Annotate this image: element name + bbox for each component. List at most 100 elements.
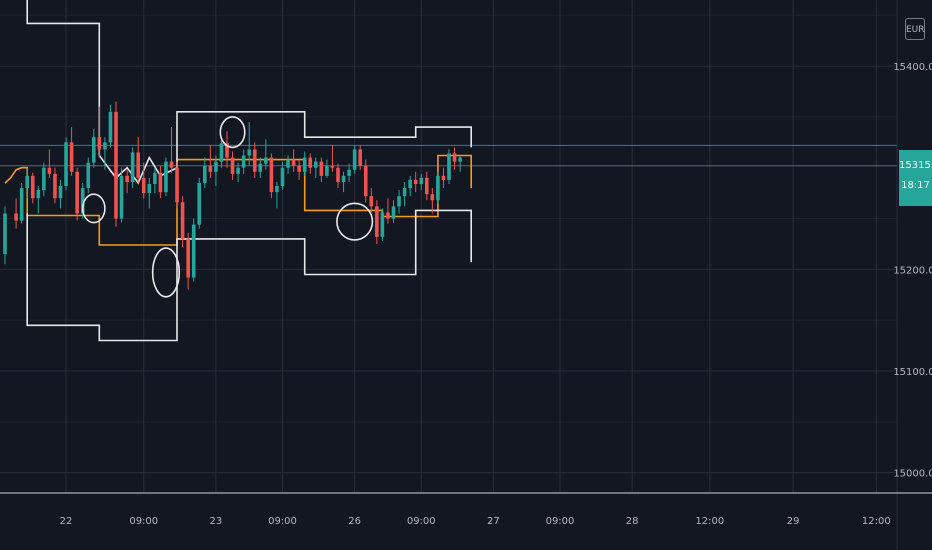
candle-body: [130, 152, 135, 182]
candle-body: [314, 161, 318, 168]
time-tick-label: 29: [787, 516, 800, 527]
candle-body: [58, 186, 63, 199]
candle-body: [103, 142, 107, 150]
candle-body: [169, 161, 174, 168]
candle-body: [219, 143, 224, 162]
candle-body: [47, 167, 52, 174]
candle-body: [319, 161, 324, 176]
time-tick-label: 09:00: [546, 516, 575, 527]
time-tick-label: 09:00: [268, 516, 297, 527]
candle-body: [308, 157, 313, 168]
candle-body: [136, 152, 140, 178]
candle-body: [97, 137, 102, 150]
candle-body: [247, 149, 251, 156]
candle-body: [36, 190, 41, 199]
candle-body: [92, 137, 96, 163]
candle-body: [430, 194, 435, 201]
candle-body: [275, 186, 279, 193]
time-tick-label: 12:00: [695, 516, 724, 527]
candle-body: [269, 157, 274, 193]
candle-body: [447, 153, 451, 180]
candle-body: [25, 175, 29, 189]
candle-body: [419, 177, 424, 184]
candle-body: [358, 149, 362, 166]
candle-body: [408, 179, 412, 189]
candle-body: [441, 175, 446, 180]
price-tick-label: 15400.0: [893, 62, 932, 73]
candle-body: [230, 157, 235, 174]
candle-body: [80, 188, 85, 214]
candle-body: [241, 155, 246, 168]
candles: [3, 101, 462, 290]
time-tick-label: 28: [626, 516, 639, 527]
candle-body: [302, 157, 307, 172]
candle-body: [114, 111, 118, 219]
time-tick-label: 22: [60, 516, 73, 527]
time-tick-label: 12:00: [862, 516, 891, 527]
candle-body: [225, 143, 229, 158]
last-price-badge: 15315.5 18:17: [899, 150, 932, 206]
time-tick-label: 09:00: [129, 516, 158, 527]
candle-body: [64, 142, 68, 187]
candle-body: [164, 161, 168, 193]
bar-countdown: 18:17: [901, 180, 930, 191]
candle-body: [175, 167, 179, 203]
candle-body: [258, 163, 263, 172]
time-tick-label: 27: [487, 516, 500, 527]
annotation-ellipse: [219, 116, 246, 149]
candle-body: [352, 149, 357, 170]
annotation-ellipse: [81, 193, 106, 224]
candle-body: [214, 161, 218, 172]
candle-body: [375, 206, 379, 237]
candle-body: [280, 167, 285, 187]
indicator-line: [26, 209, 472, 342]
currency-label[interactable]: EUR: [905, 18, 925, 40]
candle-body: [369, 196, 374, 207]
candle-body: [452, 153, 457, 162]
candle-body: [413, 179, 418, 184]
time-tick-label: 26: [348, 516, 361, 527]
candle-body: [53, 173, 57, 199]
annotation-ellipse: [336, 202, 374, 241]
price-tick-label: 15100.0: [893, 367, 932, 378]
price-tick-label: 15000.0: [893, 469, 932, 480]
candle-body: [402, 188, 407, 197]
candle-body: [208, 165, 213, 172]
candle-body: [341, 175, 346, 182]
candle-body: [147, 183, 152, 194]
candle-body: [380, 212, 385, 237]
candle-body: [69, 142, 74, 172]
candle-body: [197, 182, 202, 225]
candle-body: [264, 157, 268, 164]
last-price-value: 15315.5: [899, 160, 932, 171]
candle-body: [363, 165, 368, 197]
candle-body: [297, 165, 301, 172]
candle-body: [336, 167, 340, 182]
price-tick-label: 15200.0: [893, 265, 932, 276]
candle-body: [125, 175, 129, 182]
candle-body: [397, 196, 401, 207]
annotation-circles: [81, 116, 374, 298]
time-axis[interactable]: 22 09:00 23 09:00 26 09:00 27 09:00 28 12:00 29 12:…: [60, 516, 891, 527]
candle-body: [291, 159, 296, 166]
candle-body: [330, 165, 335, 168]
time-tick-label: 09:00: [407, 516, 436, 527]
candle-body: [252, 149, 257, 172]
candle-body: [347, 169, 351, 176]
candle-body: [19, 188, 24, 221]
candle-body: [141, 177, 146, 194]
candle-body: [425, 177, 429, 195]
candle-body: [75, 171, 79, 214]
price-axis[interactable]: 15400.0 15200.0 15100.0 15000.0: [893, 62, 932, 480]
candle-body: [153, 172, 157, 184]
candle-body: [236, 167, 240, 174]
candle-body: [391, 206, 396, 219]
candle-body: [3, 213, 7, 255]
candle-body: [108, 111, 113, 143]
candle-body: [180, 202, 185, 239]
candle-body: [30, 175, 35, 199]
candle-body: [119, 175, 124, 219]
candle-body: [42, 167, 46, 191]
